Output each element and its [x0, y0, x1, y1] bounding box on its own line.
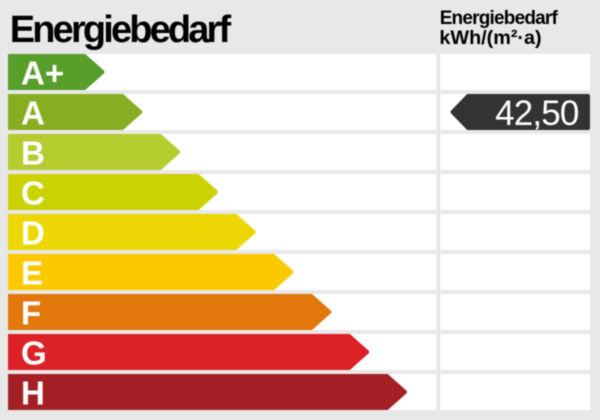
svg-text:Energiebedarf: Energiebedarf [10, 9, 232, 51]
svg-text:B: B [21, 135, 45, 172]
svg-text:kWh/(m²·a): kWh/(m²·a) [439, 27, 541, 49]
svg-text:A: A [21, 95, 45, 132]
svg-text:C: C [21, 175, 45, 212]
svg-text:G: G [21, 335, 47, 372]
svg-text:F: F [21, 295, 41, 332]
svg-text:H: H [21, 375, 45, 412]
svg-text:42,50: 42,50 [495, 94, 579, 133]
svg-text:Energiebedarf: Energiebedarf [440, 8, 559, 29]
svg-text:A+: A+ [21, 55, 64, 92]
svg-text:D: D [21, 215, 45, 252]
svg-text:E: E [21, 255, 43, 292]
